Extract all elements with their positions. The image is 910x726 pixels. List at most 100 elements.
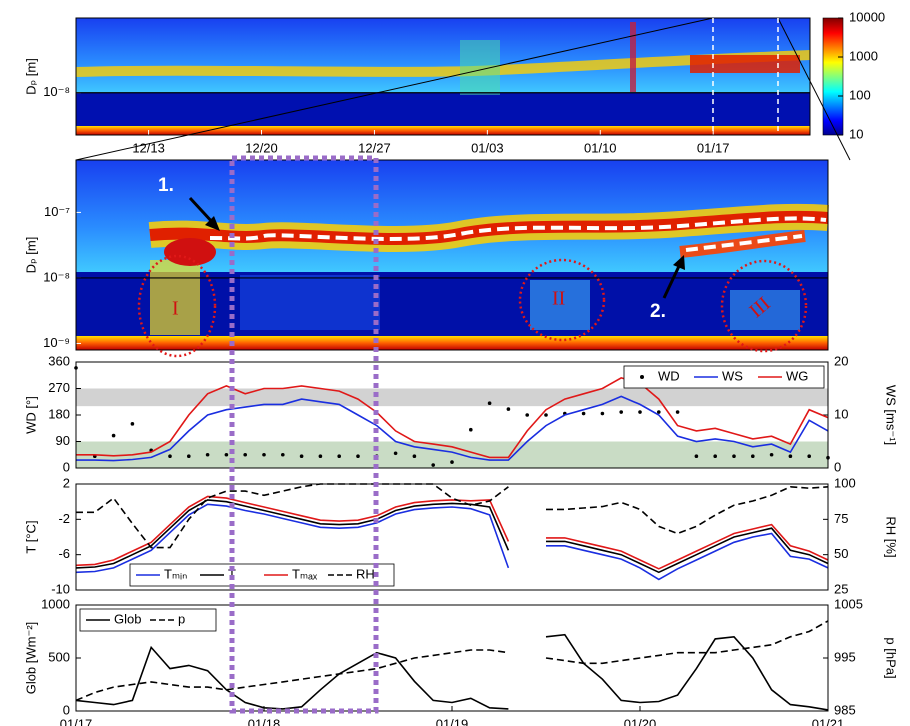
heatmap-strip [76,126,810,135]
legend-label: Tₘₐₓ [292,566,318,581]
data-point [281,453,285,457]
x-tick-label: 12/27 [358,140,391,155]
x-tick-label: 01/19 [436,716,469,726]
y-tick-label: 90 [56,433,70,448]
data-point [243,453,247,457]
x-tick-label: 01/20 [624,716,657,726]
colorbar-tick-label: 10000 [849,9,885,24]
data-point [657,410,661,414]
legend-label: RH [356,566,375,581]
y2-axis-label: RH [%] [884,516,899,557]
data-point [168,454,172,458]
data-point [300,454,304,458]
data-point [488,401,492,405]
annotation: 2. [650,301,666,322]
data-point [619,410,623,414]
y-tick-label: 180 [48,406,70,421]
data-point [601,412,605,416]
data-point [206,453,210,457]
y-tick-label: -6 [58,546,70,561]
y-axis-label: WD [°] [23,396,38,434]
y2-axis-label: WS [ms⁻¹] [884,385,899,445]
legend-label: WG [786,368,808,383]
y2-tick-label: 20 [834,353,848,368]
x-tick-label: 01/17 [697,140,730,155]
data-point [131,422,135,426]
y-axis-label: Glob [Wm⁻²] [23,622,38,695]
heatmap-hotspot [690,55,800,73]
colorbar [823,18,843,135]
y-tick-label: 10⁻⁹ [43,335,70,350]
x-tick-label: 01/18 [248,716,281,726]
y-tick-label: 10⁻⁷ [44,204,70,219]
data-point [770,453,774,457]
series-line [76,635,828,710]
data-point [544,413,548,417]
data-point [225,453,229,457]
data-point [450,460,454,464]
y2-tick-label: 10 [834,406,848,421]
annotation: 1. [158,175,174,196]
y-tick-label: 10⁻⁸ [43,84,70,99]
heatmap-streak [240,275,380,330]
data-point [713,454,717,458]
sector-band [76,389,828,407]
legend-label: Glob [114,611,141,626]
legend-label: WS [722,368,743,383]
y2-tick-label: 25 [834,581,848,596]
data-point [356,454,360,458]
x-tick-label: 01/17 [60,716,93,726]
y-tick-label: 500 [48,649,70,664]
data-point [638,410,642,414]
y-tick-label: 2 [63,475,70,490]
heatmap-strip [76,336,828,350]
y-tick-label: -10 [51,581,70,596]
y2-tick-label: 0 [834,459,841,474]
series-line [76,500,828,572]
data-point [469,428,473,432]
y-tick-label: 360 [48,353,70,368]
y2-tick-label: 100 [834,475,856,490]
legend-label: WD [658,368,680,383]
data-point [751,454,755,458]
legend-label: Tₘᵢₙ [164,566,187,581]
heatmap-hotspot [630,22,636,92]
data-point [525,413,529,417]
y2-tick-label: 50 [834,546,848,561]
data-point [582,412,586,416]
y2-tick-label: 985 [834,702,856,717]
data-point [676,410,680,414]
data-point [187,454,191,458]
x-tick-label: 01/10 [584,140,617,155]
data-point [319,454,323,458]
y2-tick-label: 995 [834,649,856,664]
y2-tick-label: 1005 [834,596,863,611]
data-point [413,454,417,458]
heatmap-hotspot [460,40,500,95]
x-tick-label: 12/20 [245,140,278,155]
x-tick-label: 01/03 [471,140,504,155]
y-tick-label: -2 [58,511,70,526]
data-point [112,434,116,438]
colorbar-tick-label: 100 [849,87,871,102]
y2-tick-label: 75 [834,511,848,526]
data-point [394,451,398,455]
heatmap-art [76,18,843,350]
region-label: II [552,288,565,310]
y-tick-label: 0 [63,459,70,474]
data-point [732,454,736,458]
y-tick-label: 10⁻⁸ [43,269,70,284]
legend-swatch [640,375,644,379]
heatmap-hotspot [164,238,216,266]
series-line [76,621,828,701]
data-point [431,463,435,467]
y-tick-label: 270 [48,380,70,395]
data-point [507,407,511,411]
data-point [337,454,341,458]
y-tick-label: 0 [63,702,70,717]
figure: 10⁻⁸12/1312/2012/2701/0301/1001/17Dₚ [m]… [0,0,910,726]
data-point [695,454,699,458]
heatmap-lower [76,93,810,128]
y-tick-label: 1000 [41,596,70,611]
legend-label: p [178,611,185,626]
